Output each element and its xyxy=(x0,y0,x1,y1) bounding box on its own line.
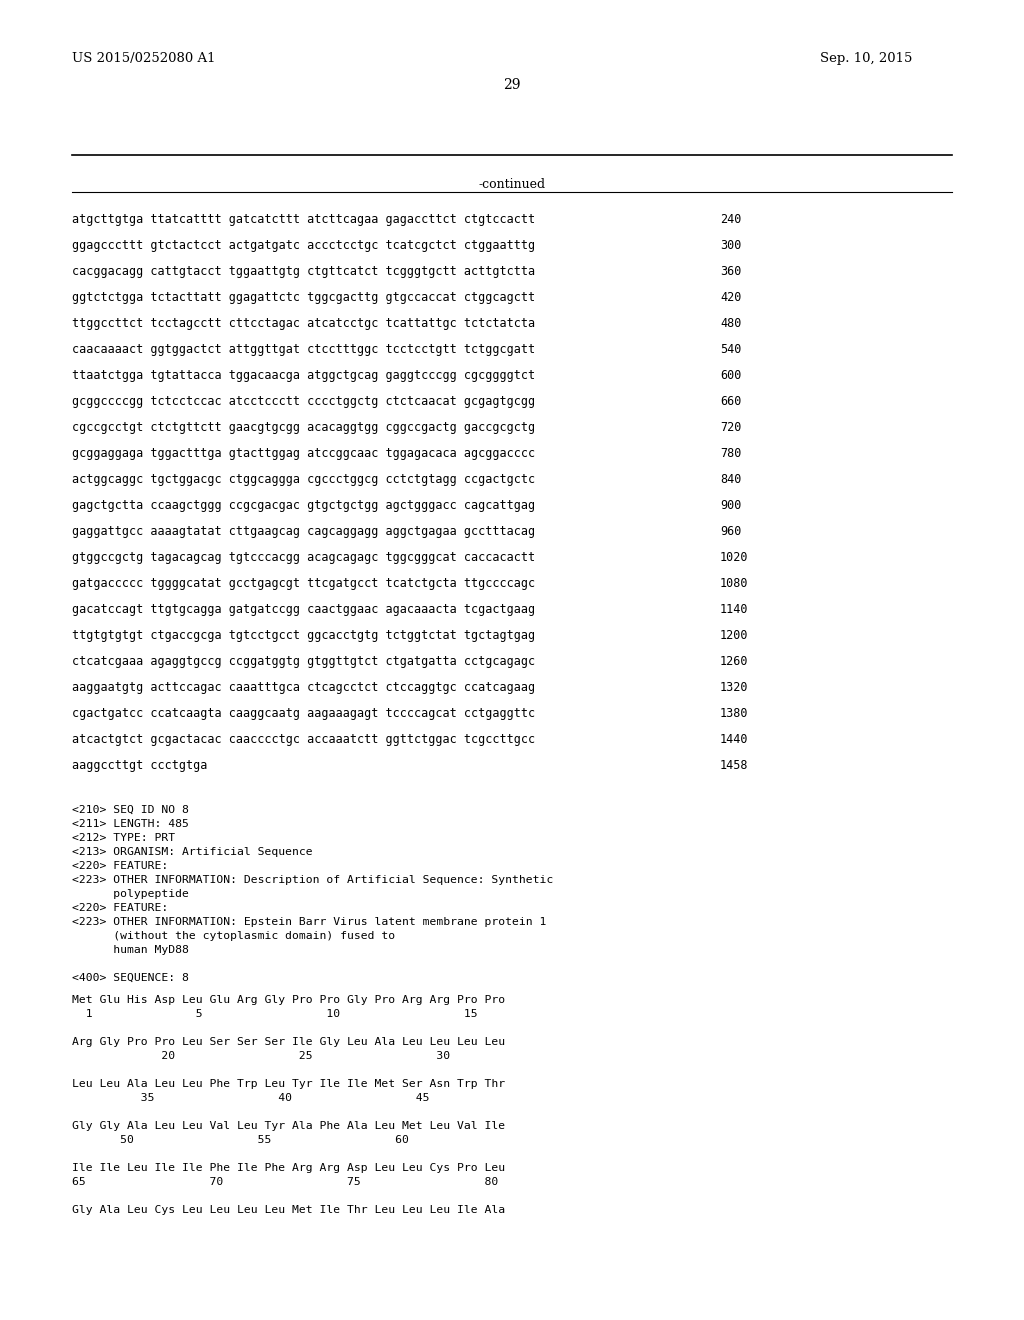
Text: 240: 240 xyxy=(720,213,741,226)
Text: 780: 780 xyxy=(720,447,741,459)
Text: 35                  40                  45: 35 40 45 xyxy=(72,1093,429,1104)
Text: ttgtgtgtgt ctgaccgcga tgtcctgcct ggcacctgtg tctggtctat tgctagtgag: ttgtgtgtgt ctgaccgcga tgtcctgcct ggcacct… xyxy=(72,630,536,642)
Text: Met Glu His Asp Leu Glu Arg Gly Pro Pro Gly Pro Arg Arg Pro Pro: Met Glu His Asp Leu Glu Arg Gly Pro Pro … xyxy=(72,995,505,1005)
Text: ctcatcgaaa agaggtgccg ccggatggtg gtggttgtct ctgatgatta cctgcagagc: ctcatcgaaa agaggtgccg ccggatggtg gtggttg… xyxy=(72,655,536,668)
Text: 480: 480 xyxy=(720,317,741,330)
Text: gacatccagt ttgtgcagga gatgatccgg caactggaac agacaaacta tcgactgaag: gacatccagt ttgtgcagga gatgatccgg caactgg… xyxy=(72,603,536,616)
Text: 65                  70                  75                  80: 65 70 75 80 xyxy=(72,1177,499,1187)
Text: 1440: 1440 xyxy=(720,733,749,746)
Text: <400> SEQUENCE: 8: <400> SEQUENCE: 8 xyxy=(72,973,188,983)
Text: <223> OTHER INFORMATION: Epstein Barr Virus latent membrane protein 1: <223> OTHER INFORMATION: Epstein Barr Vi… xyxy=(72,917,547,927)
Text: 360: 360 xyxy=(720,265,741,279)
Text: 300: 300 xyxy=(720,239,741,252)
Text: <220> FEATURE:: <220> FEATURE: xyxy=(72,861,168,871)
Text: <210> SEQ ID NO 8: <210> SEQ ID NO 8 xyxy=(72,805,188,814)
Text: 1200: 1200 xyxy=(720,630,749,642)
Text: 50                  55                  60: 50 55 60 xyxy=(72,1135,409,1144)
Text: 420: 420 xyxy=(720,290,741,304)
Text: cgccgcctgt ctctgttctt gaacgtgcgg acacaggtgg cggccgactg gaccgcgctg: cgccgcctgt ctctgttctt gaacgtgcgg acacagg… xyxy=(72,421,536,434)
Text: Gly Ala Leu Cys Leu Leu Leu Leu Met Ile Thr Leu Leu Leu Ile Ala: Gly Ala Leu Cys Leu Leu Leu Leu Met Ile … xyxy=(72,1205,505,1214)
Text: 720: 720 xyxy=(720,421,741,434)
Text: gaggattgcc aaaagtatat cttgaagcag cagcaggagg aggctgagaa gcctttacag: gaggattgcc aaaagtatat cttgaagcag cagcagg… xyxy=(72,525,536,539)
Text: 29: 29 xyxy=(503,78,521,92)
Text: atcactgtct gcgactacac caacccctgc accaaatctt ggttctggac tcgccttgcc: atcactgtct gcgactacac caacccctgc accaaat… xyxy=(72,733,536,746)
Text: actggcaggc tgctggacgc ctggcaggga cgccctggcg cctctgtagg ccgactgctc: actggcaggc tgctggacgc ctggcaggga cgccctg… xyxy=(72,473,536,486)
Text: 1140: 1140 xyxy=(720,603,749,616)
Text: 960: 960 xyxy=(720,525,741,539)
Text: gtggccgctg tagacagcag tgtcccacgg acagcagagc tggcgggcat caccacactt: gtggccgctg tagacagcag tgtcccacgg acagcag… xyxy=(72,550,536,564)
Text: 900: 900 xyxy=(720,499,741,512)
Text: cgactgatcc ccatcaagta caaggcaatg aagaaagagt tccccagcat cctgaggttc: cgactgatcc ccatcaagta caaggcaatg aagaaag… xyxy=(72,708,536,719)
Text: ggagcccttt gtctactcct actgatgatc accctcctgc tcatcgctct ctggaatttg: ggagcccttt gtctactcct actgatgatc accctcc… xyxy=(72,239,536,252)
Text: <213> ORGANISM: Artificial Sequence: <213> ORGANISM: Artificial Sequence xyxy=(72,847,312,857)
Text: 840: 840 xyxy=(720,473,741,486)
Text: Ile Ile Leu Ile Ile Phe Ile Phe Arg Arg Asp Leu Leu Cys Pro Leu: Ile Ile Leu Ile Ile Phe Ile Phe Arg Arg … xyxy=(72,1163,505,1173)
Text: (without the cytoplasmic domain) fused to: (without the cytoplasmic domain) fused t… xyxy=(72,931,395,941)
Text: 660: 660 xyxy=(720,395,741,408)
Text: ttaatctgga tgtattacca tggacaacga atggctgcag gaggtcccgg cgcggggtct: ttaatctgga tgtattacca tggacaacga atggctg… xyxy=(72,370,536,381)
Text: 600: 600 xyxy=(720,370,741,381)
Text: 20                  25                  30: 20 25 30 xyxy=(72,1051,451,1061)
Text: polypeptide: polypeptide xyxy=(72,888,188,899)
Text: US 2015/0252080 A1: US 2015/0252080 A1 xyxy=(72,51,215,65)
Text: ggtctctgga tctacttatt ggagattctc tggcgacttg gtgccaccat ctggcagctt: ggtctctgga tctacttatt ggagattctc tggcgac… xyxy=(72,290,536,304)
Text: atgcttgtga ttatcatttt gatcatcttt atcttcagaa gagaccttct ctgtccactt: atgcttgtga ttatcatttt gatcatcttt atcttca… xyxy=(72,213,536,226)
Text: caacaaaact ggtggactct attggttgat ctcctttggc tcctcctgtt tctggcgatt: caacaaaact ggtggactct attggttgat ctccttt… xyxy=(72,343,536,356)
Text: 1080: 1080 xyxy=(720,577,749,590)
Text: gatgaccccc tggggcatat gcctgagcgt ttcgatgcct tcatctgcta ttgccccagc: gatgaccccc tggggcatat gcctgagcgt ttcgatg… xyxy=(72,577,536,590)
Text: 1260: 1260 xyxy=(720,655,749,668)
Text: 1               5                  10                  15: 1 5 10 15 xyxy=(72,1008,477,1019)
Text: gagctgctta ccaagctggg ccgcgacgac gtgctgctgg agctgggacc cagcattgag: gagctgctta ccaagctggg ccgcgacgac gtgctgc… xyxy=(72,499,536,512)
Text: aaggccttgt ccctgtga: aaggccttgt ccctgtga xyxy=(72,759,208,772)
Text: 1380: 1380 xyxy=(720,708,749,719)
Text: <211> LENGTH: 485: <211> LENGTH: 485 xyxy=(72,818,188,829)
Text: gcggccccgg tctcctccac atcctccctt cccctggctg ctctcaacat gcgagtgcgg: gcggccccgg tctcctccac atcctccctt cccctgg… xyxy=(72,395,536,408)
Text: human MyD88: human MyD88 xyxy=(72,945,188,954)
Text: 1458: 1458 xyxy=(720,759,749,772)
Text: gcggaggaga tggactttga gtacttggag atccggcaac tggagacaca agcggacccc: gcggaggaga tggactttga gtacttggag atccggc… xyxy=(72,447,536,459)
Text: <223> OTHER INFORMATION: Description of Artificial Sequence: Synthetic: <223> OTHER INFORMATION: Description of … xyxy=(72,875,553,884)
Text: <212> TYPE: PRT: <212> TYPE: PRT xyxy=(72,833,175,843)
Text: 540: 540 xyxy=(720,343,741,356)
Text: ttggccttct tcctagcctt cttcctagac atcatcctgc tcattattgc tctctatcta: ttggccttct tcctagcctt cttcctagac atcatcc… xyxy=(72,317,536,330)
Text: Leu Leu Ala Leu Leu Phe Trp Leu Tyr Ile Ile Met Ser Asn Trp Thr: Leu Leu Ala Leu Leu Phe Trp Leu Tyr Ile … xyxy=(72,1078,505,1089)
Text: cacggacagg cattgtacct tggaattgtg ctgttcatct tcgggtgctt acttgtctta: cacggacagg cattgtacct tggaattgtg ctgttca… xyxy=(72,265,536,279)
Text: Gly Gly Ala Leu Leu Val Leu Tyr Ala Phe Ala Leu Met Leu Val Ile: Gly Gly Ala Leu Leu Val Leu Tyr Ala Phe … xyxy=(72,1121,505,1131)
Text: 1020: 1020 xyxy=(720,550,749,564)
Text: aaggaatgtg acttccagac caaatttgca ctcagcctct ctccaggtgc ccatcagaag: aaggaatgtg acttccagac caaatttgca ctcagcc… xyxy=(72,681,536,694)
Text: 1320: 1320 xyxy=(720,681,749,694)
Text: -continued: -continued xyxy=(478,178,546,191)
Text: Arg Gly Pro Pro Leu Ser Ser Ser Ile Gly Leu Ala Leu Leu Leu Leu: Arg Gly Pro Pro Leu Ser Ser Ser Ile Gly … xyxy=(72,1038,505,1047)
Text: Sep. 10, 2015: Sep. 10, 2015 xyxy=(820,51,912,65)
Text: <220> FEATURE:: <220> FEATURE: xyxy=(72,903,168,913)
